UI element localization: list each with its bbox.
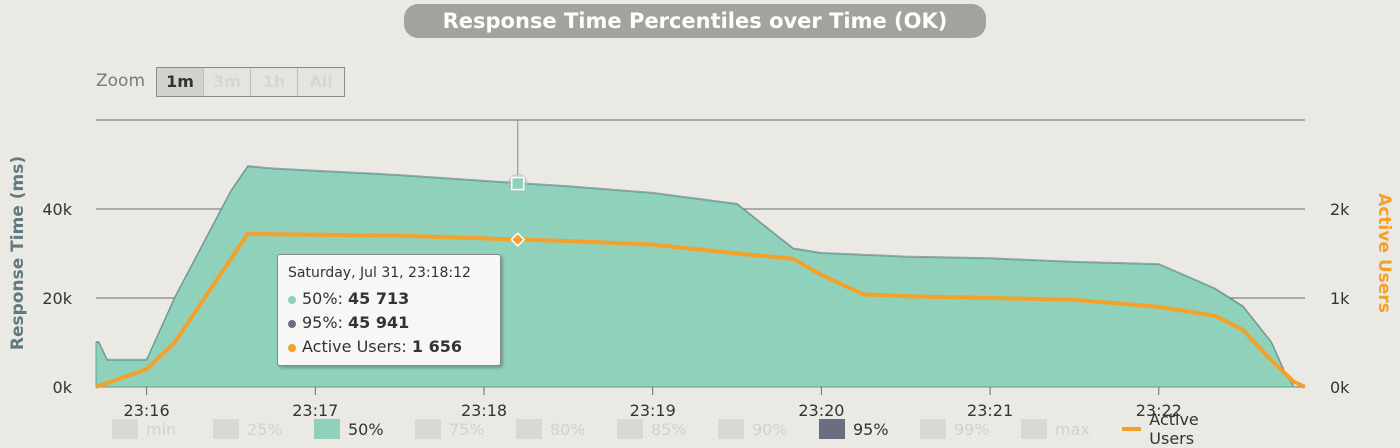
legend-item-active-users[interactable]: Active Users — [1122, 410, 1223, 448]
legend-label: min — [146, 419, 177, 439]
tooltip-label-users: Active Users: — [302, 337, 412, 356]
tooltip-header: Saturday, Jul 31, 23:18:12 — [288, 265, 471, 281]
tooltip-value-p95: 45 941 — [348, 313, 410, 332]
chart-tooltip: Saturday, Jul 31, 23:18:12 50%: 45 713 9… — [277, 254, 501, 366]
zoom-1m-button[interactable]: 1m — [157, 68, 204, 96]
hover-marker-users — [510, 232, 526, 248]
legend-label: 50% — [348, 419, 384, 439]
x-tick-label: 23:22 — [1136, 401, 1182, 420]
chart-legend: min 25% 50% 75% 80% 85% 90% 95% 99% max Active Use… — [112, 410, 1223, 448]
legend-item-90[interactable]: 90% — [718, 419, 819, 439]
x-tick-label: 23:20 — [798, 401, 844, 420]
y2-tick-label: 1k — [1330, 289, 1350, 308]
chart-title: Response Time Percentiles over Time (OK) — [404, 4, 986, 38]
legend-item-95[interactable]: 95% — [819, 419, 920, 439]
legend-label: Active Users — [1149, 410, 1199, 448]
legend-item-max[interactable]: max — [1021, 419, 1122, 439]
zoom-button-group: 1m 3m 1h All — [156, 67, 345, 97]
zoom-all-button[interactable]: All — [298, 68, 344, 96]
y2-axis-title: Active Users — [1374, 193, 1394, 313]
tooltip-row-users: Active Users: 1 656 — [288, 335, 490, 359]
legend-swatch — [415, 419, 441, 439]
legend-swatch — [718, 419, 744, 439]
legend-swatch — [516, 419, 542, 439]
series-line-p95 — [96, 165, 1295, 387]
legend-swatch — [617, 419, 643, 439]
zoom-3m-button[interactable]: 3m — [204, 68, 251, 96]
legend-label: 90% — [752, 419, 788, 439]
zoom-1h-button[interactable]: 1h — [251, 68, 298, 96]
legend-swatch — [1021, 419, 1047, 439]
y2-tick-label: 0k — [1330, 378, 1350, 397]
legend-item-50[interactable]: 50% — [314, 419, 415, 439]
series-line-active-users — [95, 231, 1306, 389]
tooltip-value-p50: 45 713 — [348, 289, 410, 308]
tooltip-row-p95: 95%: 45 941 — [288, 311, 490, 335]
legend-label: 80% — [550, 419, 586, 439]
legend-label: 75% — [449, 419, 485, 439]
y-tick-label: 20k — [42, 289, 72, 308]
legend-label: 95% — [853, 419, 889, 439]
legend-swatch — [920, 419, 946, 439]
legend-swatch — [314, 419, 340, 439]
legend-item-min[interactable]: min — [112, 419, 213, 439]
legend-swatch — [112, 419, 138, 439]
legend-item-25[interactable]: 25% — [213, 419, 314, 439]
legend-item-99[interactable]: 99% — [920, 419, 1021, 439]
legend-item-80[interactable]: 80% — [516, 419, 617, 439]
legend-swatch — [213, 419, 239, 439]
legend-item-75[interactable]: 75% — [415, 419, 516, 439]
y-tick-label: 0k — [53, 378, 73, 397]
legend-label: 99% — [954, 419, 990, 439]
zoom-label: Zoom — [96, 71, 146, 91]
x-tick-label: 23:16 — [124, 401, 170, 420]
tooltip-dot-p95 — [288, 319, 296, 328]
legend-swatch — [819, 419, 845, 439]
tooltip-value-users: 1 656 — [411, 337, 462, 356]
legend-swatch — [1122, 427, 1142, 431]
legend-label: 25% — [247, 419, 283, 439]
hover-marker-p50 — [510, 176, 525, 191]
legend-label: 85% — [651, 419, 687, 439]
x-tick-label: 23:17 — [292, 401, 338, 420]
x-tick-label: 23:21 — [967, 401, 1013, 420]
x-tick-label: 23:19 — [630, 401, 676, 420]
x-tick-label: 23:18 — [461, 401, 507, 420]
tooltip-row-p50: 50%: 45 713 — [288, 287, 490, 311]
y-tick-label: 40k — [42, 200, 72, 219]
legend-item-85[interactable]: 85% — [617, 419, 718, 439]
tooltip-label-p95: 95%: — [302, 313, 349, 332]
series-area-p50 — [95, 166, 1295, 388]
tooltip-dot-p50 — [288, 295, 296, 304]
legend-label: max — [1055, 419, 1090, 439]
y-axis-title: Response Time (ms) — [8, 156, 28, 350]
y2-tick-label: 2k — [1330, 200, 1350, 219]
tooltip-dot-users — [288, 343, 296, 352]
tooltip-label-p50: 50%: — [302, 289, 349, 308]
